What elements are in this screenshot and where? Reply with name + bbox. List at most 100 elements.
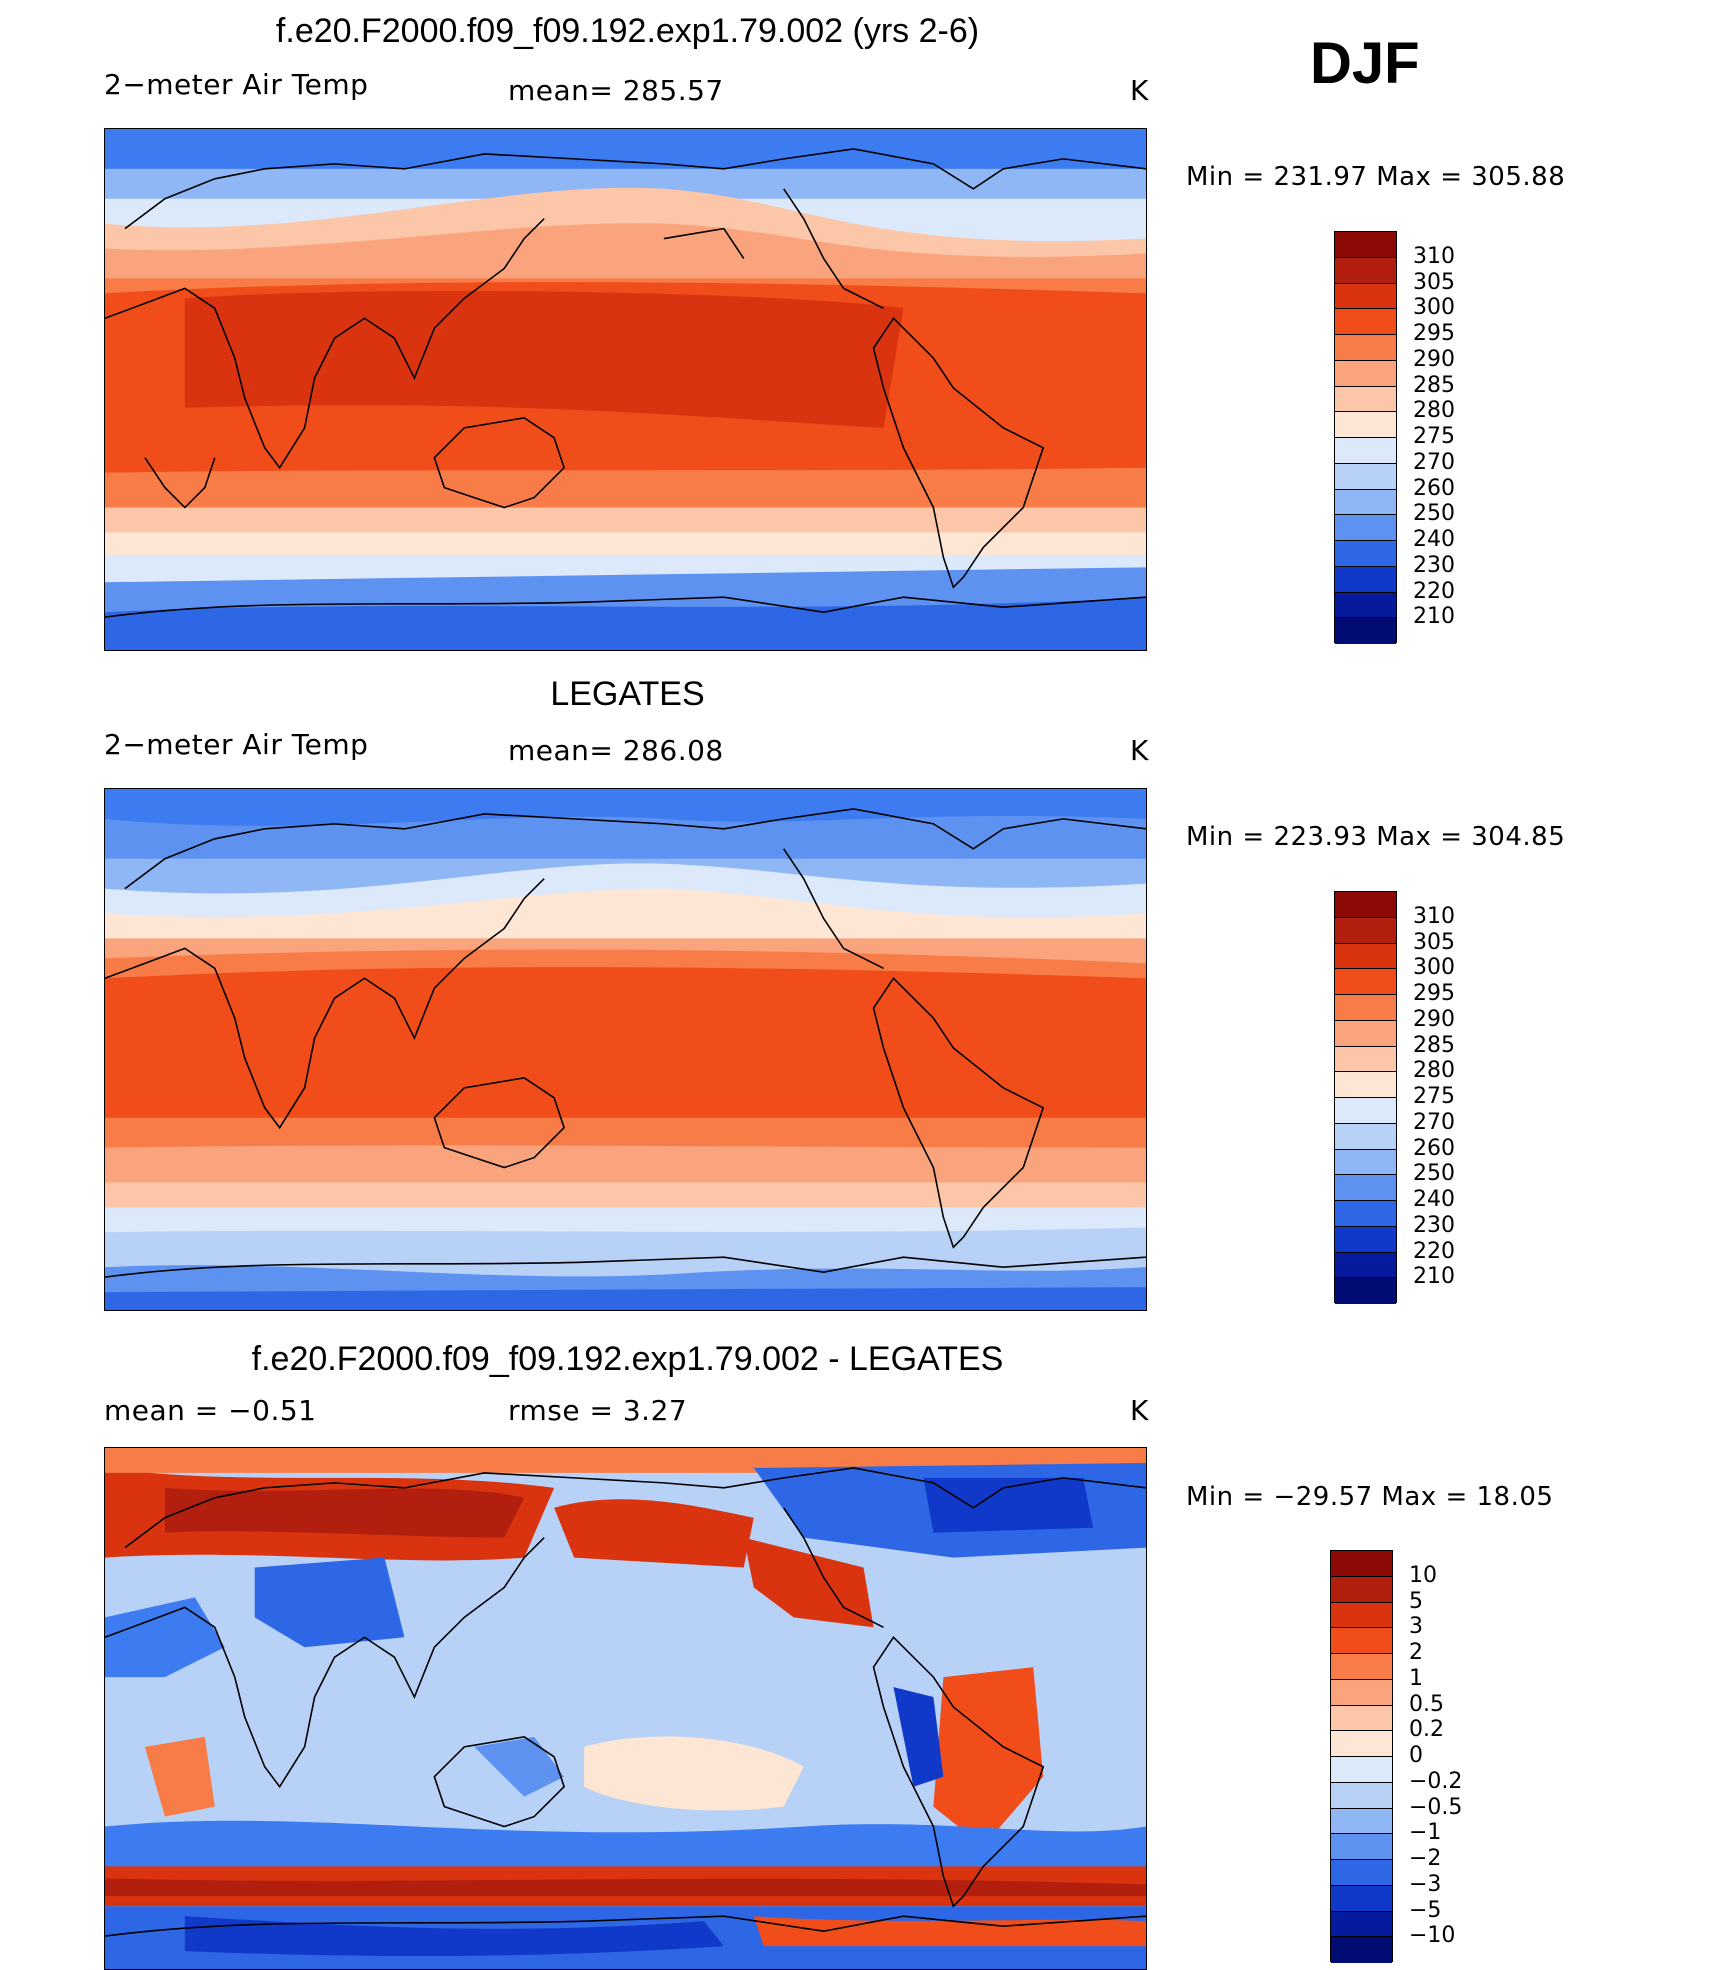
panel3-colorbar-swatch [1331, 1576, 1392, 1603]
panel2-mean-label: mean= 286.08 [508, 734, 724, 767]
panel3-colorbar-tick: 10 [1409, 1562, 1437, 1588]
panel2-colorbar-labels: 310 305 300 295 290 285 280 275 270 260 250 240 230 2… [1413, 891, 1533, 1303]
panel3-colorbar-swatch [1331, 1757, 1392, 1783]
panel1-colorbar-swatch [1335, 309, 1396, 335]
panel3-colorbar-tick: −0.2 [1409, 1768, 1463, 1794]
panel3-colorbar-tick: 0 [1409, 1743, 1423, 1768]
panel2-colorbar [1334, 891, 1397, 1304]
panel3-colorbar-tick: 1 [1409, 1665, 1423, 1691]
panel3-colorbar-tick: 0.5 [1409, 1691, 1444, 1717]
panel1-colorbar-tick: 300 [1413, 295, 1455, 321]
panel1-field [105, 129, 1146, 650]
panel1-colorbar-tick: 275 [1413, 424, 1455, 449]
panel1-colorbar-swatch [1335, 360, 1396, 387]
panel2-colorbar-swatch [1335, 1175, 1396, 1201]
panel3-colorbar-tick: −1 [1409, 1820, 1442, 1846]
panel2-colorbar-swatch [1335, 1098, 1396, 1124]
panel3-units-label: K [1130, 1394, 1149, 1427]
panel3-colorbar-swatch [1331, 1628, 1392, 1654]
panel1-colorbar-tick: 310 [1413, 243, 1455, 269]
panel1-colorbar-tick: 240 [1413, 527, 1455, 552]
panel2-colorbar-swatch [1335, 969, 1396, 995]
panel3-colorbar-swatch [1331, 1551, 1392, 1577]
panel1-colorbar-tick: 285 [1413, 372, 1455, 398]
panel3-colorbar-tick: 5 [1409, 1588, 1423, 1614]
panel2-colorbar-swatch [1335, 1278, 1396, 1304]
panel2-colorbar-tick: 290 [1413, 1006, 1455, 1032]
panel2-colorbar-swatch [1335, 917, 1396, 944]
panel2-colorbar-tick: 260 [1413, 1135, 1455, 1161]
panel3-colorbar-swatch [1331, 1602, 1392, 1629]
panel3-colorbar-swatch [1331, 1679, 1392, 1706]
panel2-colorbar-swatch [1335, 1252, 1396, 1279]
panel2-colorbar-tick: 270 [1413, 1109, 1455, 1135]
panel3-colorbar-tick: 2 [1409, 1640, 1423, 1665]
panel1-variable-label: 2−meter Air Temp [104, 68, 369, 101]
panel1-colorbar-swatch [1335, 412, 1396, 438]
panel3-map [104, 1447, 1147, 1970]
panel1-colorbar-tick: 270 [1413, 449, 1455, 475]
panel2-colorbar-tick: 295 [1413, 981, 1455, 1006]
panel3-colorbar-swatch [1331, 1731, 1392, 1757]
panel2-colorbar-swatch [1335, 1226, 1396, 1253]
panel3-mean-label: mean = −0.51 [104, 1394, 317, 1427]
panel1-colorbar-tick: 305 [1413, 269, 1455, 295]
panel3-colorbar-swatch [1331, 1860, 1392, 1886]
panel1-colorbar-swatch [1335, 283, 1396, 310]
panel2-colorbar-tick: 210 [1413, 1264, 1455, 1290]
panel1-colorbar-swatch [1335, 515, 1396, 541]
panel1-colorbar-swatch [1335, 335, 1396, 361]
panel1-colorbar-swatch [1335, 489, 1396, 516]
panel3-rmse-label: rmse = 3.27 [508, 1394, 688, 1427]
panel2-colorbar-tick: 250 [1413, 1161, 1455, 1187]
panel1-colorbar-swatch [1335, 463, 1396, 490]
panel3-colorbar-swatch [1331, 1654, 1392, 1680]
panel2-colorbar-tick: 300 [1413, 955, 1455, 981]
panel2-variable-label: 2−meter Air Temp [104, 728, 369, 761]
panel1-colorbar-tick: 210 [1413, 604, 1455, 630]
panel2-colorbar-tick: 285 [1413, 1032, 1455, 1058]
panel2-colorbar-swatch [1335, 1046, 1396, 1073]
panel2-colorbar-swatch [1335, 892, 1396, 918]
panel3-colorbar-tick: −3 [1409, 1871, 1442, 1897]
panel2-field [105, 789, 1146, 1310]
panel2-title: LEGATES [550, 675, 705, 713]
panel3-colorbar-tick: 0.2 [1409, 1717, 1444, 1743]
panel2-colorbar-swatch [1335, 1020, 1396, 1047]
panel3-colorbar-tick: −10 [1409, 1923, 1456, 1949]
panel2-colorbar-swatch [1335, 995, 1396, 1021]
panel3-colorbar [1330, 1550, 1393, 1963]
panel2-colorbar-tick: 305 [1413, 929, 1455, 955]
panel2-colorbar-swatch [1335, 1201, 1396, 1227]
panel2-colorbar-tick: 220 [1413, 1238, 1455, 1264]
panel2-range: Min = 223.93 Max = 304.85 [1186, 822, 1566, 852]
panel3-colorbar-labels: 10 5 3 2 1 0.5 0.2 0 −0.2 −0.5 −1 −2 −3 −5 −10 [1409, 1550, 1529, 1962]
panel3-colorbar-swatch [1331, 1911, 1392, 1938]
panel3-field [105, 1448, 1146, 1969]
panel1-colorbar-tick: 250 [1413, 501, 1455, 527]
panel1-colorbar-tick: 280 [1413, 398, 1455, 424]
panel2-colorbar-swatch [1335, 1149, 1396, 1176]
panel1-colorbar-tick: 220 [1413, 578, 1455, 604]
panel2-map [104, 788, 1147, 1311]
panel1-range: Min = 231.97 Max = 305.88 [1186, 162, 1566, 192]
panel1-colorbar-tick: 230 [1413, 552, 1455, 578]
panel3-colorbar-swatch [1331, 1885, 1392, 1912]
panel3-colorbar-swatch [1331, 1808, 1392, 1835]
panel3-range: Min = −29.57 Max = 18.05 [1186, 1482, 1554, 1512]
panel1-colorbar [1334, 231, 1397, 644]
panel3-title: f.e20.F2000.f09_f09.192.exp1.79.002 - LE… [251, 1340, 1004, 1378]
panel1-colorbar-swatch [1335, 438, 1396, 464]
season-label: DJF [1310, 31, 1420, 96]
panel1-colorbar-swatch [1335, 232, 1396, 258]
panel1-colorbar-swatch [1335, 541, 1396, 567]
panel1-colorbar-tick: 260 [1413, 475, 1455, 501]
panel2-colorbar-tick: 230 [1413, 1212, 1455, 1238]
panel2-colorbar-swatch [1335, 1123, 1396, 1150]
panel1-colorbar-swatch [1335, 257, 1396, 284]
panel3-colorbar-tick: −0.5 [1409, 1794, 1463, 1820]
panel2-colorbar-tick: 310 [1413, 903, 1455, 929]
panel3-colorbar-swatch [1331, 1937, 1392, 1963]
panel2-colorbar-tick: 280 [1413, 1058, 1455, 1084]
panel1-map [104, 128, 1147, 651]
